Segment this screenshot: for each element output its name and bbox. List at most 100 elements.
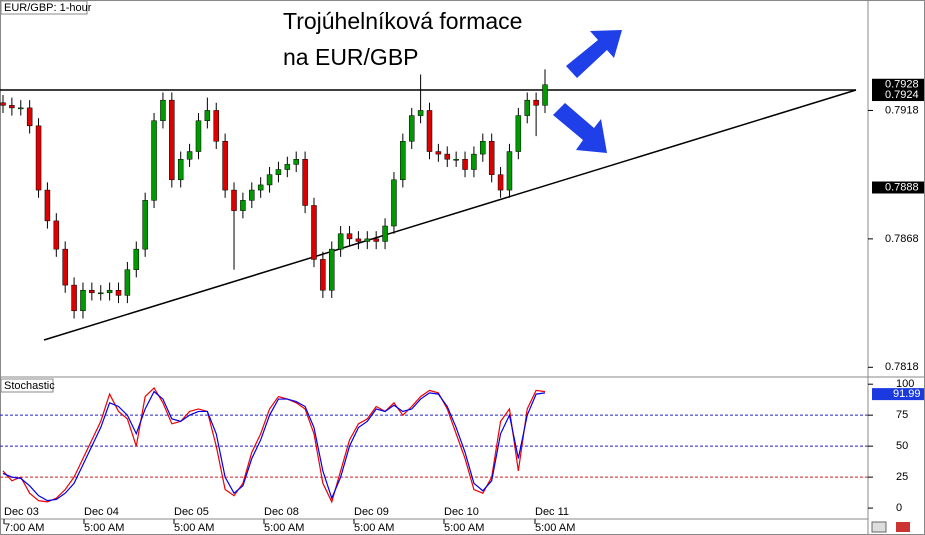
y-tick-label: 0.7868	[885, 233, 919, 245]
candle-body	[417, 110, 424, 116]
candle-body	[133, 248, 140, 270]
annotation: na EUR/GBP	[283, 44, 419, 70]
price-marker	[872, 78, 924, 91]
candle-body	[106, 289, 113, 294]
candle-body	[373, 238, 379, 242]
symbol-box	[0, 0, 88, 15]
candle-body	[26, 107, 33, 127]
candle-body	[62, 248, 68, 286]
candle-body	[71, 284, 77, 312]
x-tick-label: 5:00 AM	[84, 522, 124, 534]
candle-body	[320, 259, 326, 291]
candle-body	[249, 189, 255, 201]
candle-body	[488, 141, 495, 175]
candle-body	[231, 189, 237, 211]
x-tick-label: Dec 05	[174, 506, 209, 518]
candle-body	[302, 158, 308, 206]
price-marker-label: 0.7888	[885, 181, 919, 193]
candle-body	[506, 151, 513, 191]
candle-body	[435, 151, 442, 155]
y-tick-label: 75	[896, 409, 908, 421]
x-tick-label: 5:00 AM	[354, 522, 394, 534]
value-marker-label: 91.99	[893, 388, 921, 400]
candle-body	[364, 238, 371, 242]
candle-body	[53, 220, 60, 250]
y-tick-label: 50	[896, 440, 908, 452]
price-marker	[872, 181, 924, 194]
price-marker	[872, 89, 924, 102]
candle-body	[471, 153, 477, 170]
indicator-label: Stochastic	[4, 380, 55, 392]
x-tick-label: 5:00 AM	[535, 522, 575, 534]
x-tick-label: Dec 04	[84, 506, 119, 518]
x-tick-label: 5:00 AM	[444, 522, 484, 534]
y-tick-label: 0.7918	[885, 104, 919, 116]
candle-body	[151, 120, 157, 201]
candle-body	[453, 158, 459, 161]
candle-body	[124, 269, 131, 296]
candle-body	[142, 200, 148, 250]
candle-body	[97, 292, 104, 295]
candle-body	[426, 110, 433, 152]
candle-body	[346, 233, 353, 240]
y-tick-label: 0.7818	[885, 361, 919, 373]
candle-body	[542, 84, 548, 106]
candle-body	[382, 225, 388, 242]
candle-body	[266, 174, 273, 186]
annotation: Trojúhelníková formace	[283, 8, 522, 34]
candle-body	[444, 153, 451, 160]
icon[interactable]	[896, 522, 910, 532]
candle-body	[18, 107, 24, 110]
candle-body	[329, 248, 335, 291]
candle-body	[524, 99, 530, 116]
icon[interactable]	[871, 521, 887, 533]
x-tick-label: Dec 11	[535, 506, 569, 518]
candle-body	[240, 200, 246, 211]
stochastic-line	[2, 386, 546, 504]
x-tick-label: 5:00 AM	[264, 522, 304, 534]
candle-body	[275, 169, 282, 175]
candle-body	[533, 99, 539, 106]
price-marker-label: 0.7924	[885, 89, 919, 101]
candle-body	[177, 158, 184, 181]
candle-body	[204, 110, 211, 121]
candle-body	[391, 179, 397, 227]
candle-body	[35, 125, 42, 191]
candle-body	[80, 289, 86, 312]
indicator-box	[0, 378, 54, 393]
candle-body	[337, 233, 344, 250]
candle-body	[284, 164, 291, 170]
candle-body	[480, 141, 486, 155]
candle-body	[213, 110, 219, 142]
candle-body	[293, 158, 299, 165]
candle-body	[195, 120, 202, 152]
arrow-down	[553, 103, 607, 153]
y-tick-label: 25	[896, 471, 908, 483]
stochastic-line	[2, 390, 546, 502]
candle-body	[160, 99, 166, 121]
price-marker-label: 0.7928	[885, 79, 919, 91]
x-tick-label: Dec 09	[354, 506, 389, 518]
candle-body	[9, 105, 15, 109]
candle-body	[115, 289, 122, 296]
candle-body	[497, 174, 504, 191]
y-tick-label: 0	[896, 502, 902, 514]
symbol-label: EUR/GBP: 1-hour	[4, 2, 92, 14]
support-line	[43, 89, 857, 341]
candle-body	[400, 141, 406, 181]
x-tick-label: Dec 08	[264, 506, 299, 518]
candle-body	[257, 184, 264, 191]
x-tick-label: 7:00 AM	[4, 522, 44, 534]
y-tick-label: 100	[896, 378, 914, 390]
candle-body	[44, 189, 51, 222]
candle-body	[186, 151, 193, 160]
candle-body	[89, 289, 95, 294]
candle-body	[0, 102, 6, 106]
x-tick-label: 5:00 AM	[174, 522, 214, 534]
candle-body	[355, 238, 362, 242]
candle-body	[311, 205, 317, 260]
x-tick-label: Dec 10	[444, 506, 479, 518]
value-marker	[872, 388, 924, 401]
